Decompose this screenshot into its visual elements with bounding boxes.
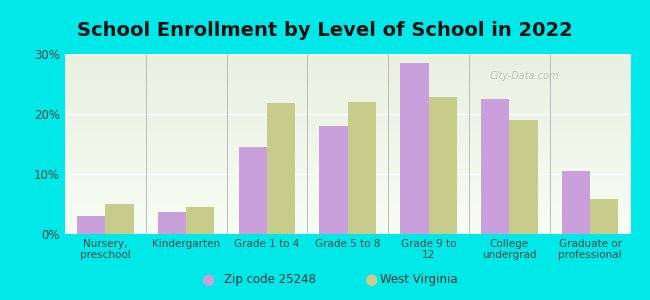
Bar: [562, 171, 590, 234]
Bar: [348, 102, 376, 234]
Text: ●: ●: [202, 272, 214, 286]
Bar: [481, 99, 510, 234]
Bar: [267, 103, 295, 234]
Text: School Enrollment by Level of School in 2022: School Enrollment by Level of School in …: [77, 21, 573, 40]
Bar: [400, 63, 428, 234]
Bar: [105, 204, 134, 234]
Bar: [590, 199, 618, 234]
Bar: [510, 120, 538, 234]
Bar: [239, 147, 267, 234]
Text: City-Data.com: City-Data.com: [489, 70, 559, 81]
Bar: [428, 97, 457, 234]
Bar: [77, 216, 105, 234]
Text: ●: ●: [364, 272, 377, 286]
Bar: [320, 126, 348, 234]
Text: Zip code 25248: Zip code 25248: [224, 272, 316, 286]
Text: West Virginia: West Virginia: [380, 272, 458, 286]
Bar: [186, 207, 214, 234]
Bar: [158, 212, 186, 234]
